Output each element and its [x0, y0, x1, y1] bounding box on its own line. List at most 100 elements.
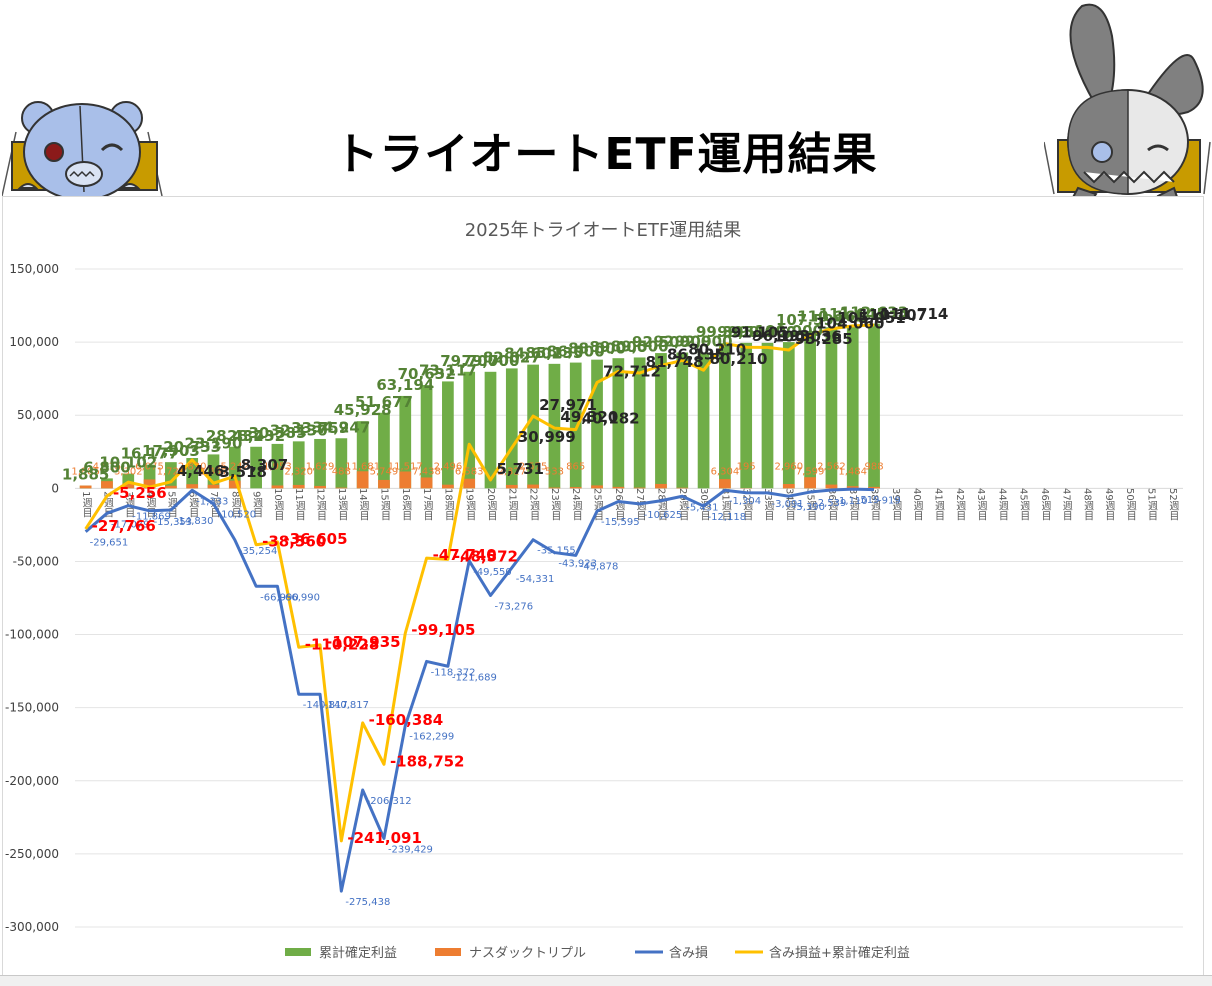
x-category-label: 23週目	[549, 488, 561, 521]
data-label-unrealized: -73,276	[495, 601, 534, 612]
data-label-unrealized: -29,651	[90, 538, 129, 549]
data-label-unrealized: -49,550	[473, 567, 512, 578]
legend-item: 含み損益+累計確定利益	[735, 945, 910, 961]
data-label-unrealized: -54,331	[516, 574, 555, 585]
data-label-unrealized: -66,990	[281, 592, 320, 603]
x-category-label: 48週目	[1082, 488, 1094, 521]
chart-svg: 2025年トライオートETF運用結果 150,000 100,000 50,000 0…	[3, 197, 1203, 975]
x-category-label: 49週目	[1103, 488, 1115, 521]
data-label-total: -36,605	[283, 530, 347, 548]
data-label-cumulative: 34,247	[312, 418, 370, 436]
x-category-label: 20週目	[485, 488, 497, 521]
x-category-label: 50週目	[1124, 488, 1136, 521]
data-label-nasdaq: 6,304	[711, 466, 740, 477]
x-category-label: 18週目	[442, 488, 454, 521]
legend-label: 累計確定利益	[319, 945, 397, 961]
data-label-cumulative: 51,677	[355, 393, 413, 411]
legend-label: 含み損益+累計確定利益	[769, 945, 910, 961]
legend-item: 累計確定利益	[285, 945, 397, 961]
chart-title: 2025年トライオートETF運用結果	[465, 220, 742, 241]
bar-cumulative-profit	[293, 441, 305, 488]
legend-swatch	[285, 948, 311, 956]
data-label-total: -160,384	[369, 711, 444, 729]
y-tick-label: 150,000	[9, 262, 59, 276]
data-label-total: 5,731	[497, 460, 544, 478]
chart-area: 2025年トライオートETF運用結果 150,000 100,000 50,000 0…	[2, 196, 1204, 976]
data-label-total: 8,307	[241, 456, 288, 474]
data-label-total: -27,766	[92, 517, 156, 535]
window-bottom-bar	[0, 975, 1212, 986]
y-tick-label: -250,000	[5, 847, 59, 861]
x-category-label: 40週目	[911, 488, 923, 521]
bar-nasdaq-triple	[399, 471, 411, 488]
data-label-unrealized: -35,155	[537, 546, 576, 557]
legend-item: 含み損	[635, 945, 708, 961]
x-category-label: 45週目	[1018, 488, 1030, 521]
bar-nasdaq-triple	[421, 477, 433, 488]
x-category-label: 43週目	[975, 488, 987, 521]
y-tick-label: 0	[51, 481, 59, 495]
data-label-unrealized: -121,689	[452, 672, 497, 683]
legend-label: 含み損	[669, 945, 708, 961]
data-label-nasdaq: 6,583	[455, 466, 484, 477]
data-label-unrealized: -14,830	[175, 516, 214, 527]
legend-swatch	[435, 948, 461, 956]
bar-nasdaq-triple	[804, 477, 816, 488]
x-category-label: 42週目	[954, 488, 966, 521]
data-label-unrealized: -15,595	[601, 517, 640, 528]
x-category-label: 16週目	[400, 488, 412, 521]
x-category-label: 51週目	[1146, 488, 1158, 521]
x-category-label: 22週目	[528, 488, 540, 521]
bar-cumulative-profit	[804, 331, 816, 488]
data-label-total: 30,999	[518, 428, 576, 446]
data-label-unrealized: -10,520	[218, 510, 257, 521]
data-label-unrealized: -919	[878, 496, 901, 507]
bar-nasdaq-triple	[357, 471, 369, 488]
x-category-label: 12週目	[315, 488, 327, 521]
legend-item: ナスダックトリプル	[435, 946, 586, 961]
data-label-total: -241,091	[347, 829, 422, 847]
x-category-label: 44週目	[996, 488, 1008, 521]
data-label-total: -48,572	[454, 547, 518, 565]
x-category-label: 15週目	[378, 488, 390, 521]
data-label-unrealized: -45,878	[580, 561, 619, 572]
x-category-label: 10週目	[272, 488, 284, 521]
y-tick-label: -150,000	[5, 701, 59, 715]
x-category-label: 52週目	[1167, 488, 1179, 521]
data-label-total: -5,256	[113, 484, 167, 502]
bar-nasdaq-triple	[719, 479, 731, 488]
bar-cumulative-profit	[676, 352, 688, 488]
data-label-nasdaq: 1,629	[306, 461, 335, 472]
bar-nasdaq-triple	[165, 486, 177, 489]
x-category-label: 11週目	[293, 488, 305, 521]
data-label-total: 40,182	[582, 410, 640, 428]
y-tick-label: -50,000	[13, 554, 59, 568]
data-label-total: -99,105	[411, 621, 475, 639]
page-title: トライオートETF運用結果	[0, 118, 1212, 182]
bar-nasdaq-triple	[186, 484, 198, 488]
data-label-unrealized: -140,817	[324, 700, 369, 711]
y-tick-label: 100,000	[9, 335, 59, 349]
x-category-label: 41週目	[932, 488, 944, 521]
data-label-nasdaq: 1,484	[838, 466, 867, 477]
bar-nasdaq-triple	[208, 485, 220, 489]
x-category-label: 24週目	[570, 488, 582, 521]
data-label-total: 80,210	[710, 350, 768, 368]
x-category-label: 21週目	[506, 488, 518, 521]
bar-nasdaq-triple	[80, 486, 92, 489]
data-label-unrealized: -1,304	[729, 496, 761, 507]
line-total-pl	[86, 325, 874, 841]
data-label-unrealized: -1,333	[196, 496, 228, 507]
data-label-total: -107,935	[326, 633, 401, 651]
x-category-label: 1週目	[80, 491, 92, 517]
y-tick-label: 50,000	[17, 408, 59, 422]
data-label-nasdaq: 195	[737, 461, 756, 472]
y-tick-label: -100,000	[5, 628, 59, 642]
x-category-label: 47週目	[1060, 488, 1072, 521]
data-label-total: 111,714	[880, 305, 948, 323]
data-label-nasdaq: 533	[545, 466, 564, 477]
bar-cumulative-profit	[698, 352, 710, 488]
data-label-unrealized: -275,438	[345, 897, 390, 908]
x-category-label: 46週目	[1039, 488, 1051, 521]
data-label-unrealized: -12,118	[708, 512, 747, 523]
